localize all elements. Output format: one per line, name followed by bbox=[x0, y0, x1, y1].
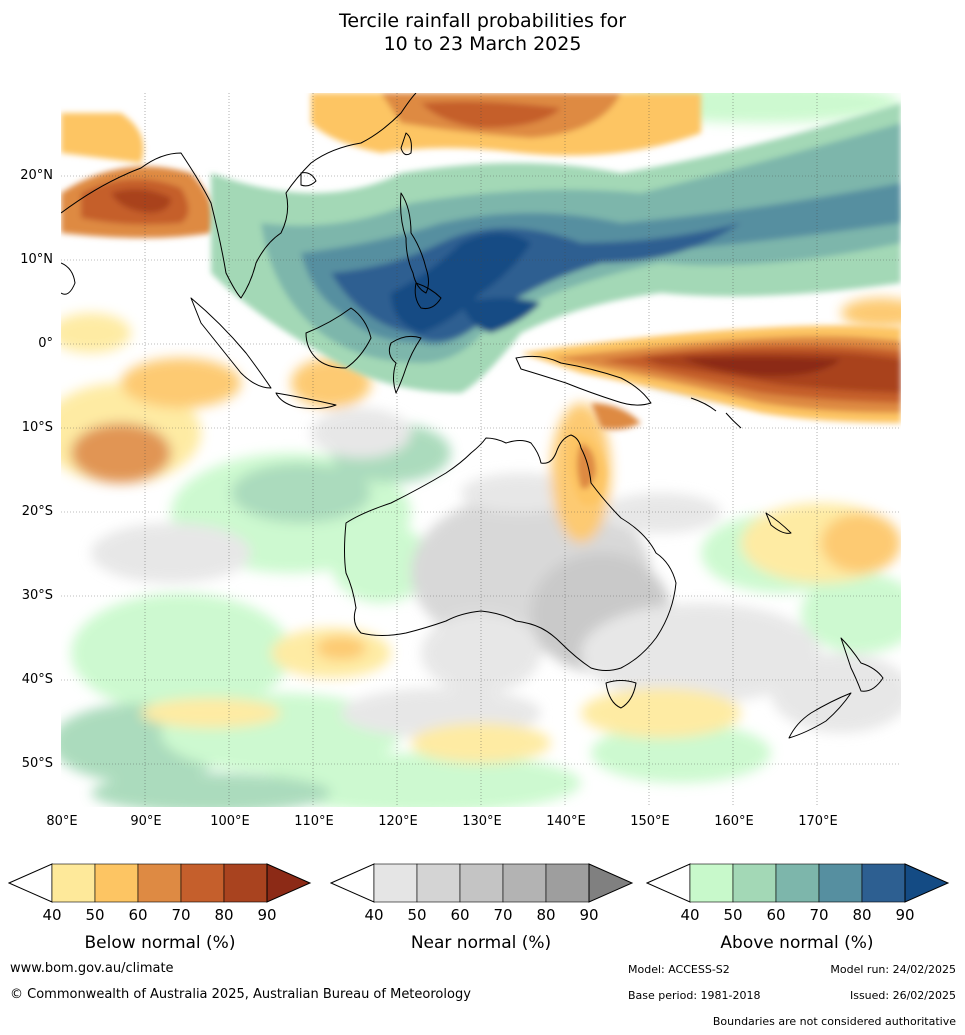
below-tick-40: 40 bbox=[42, 906, 62, 924]
colorbar-below-swatch-4 bbox=[180, 863, 225, 903]
near-tick-70: 70 bbox=[493, 906, 513, 924]
below-tick-90: 90 bbox=[257, 906, 277, 924]
map-canvas bbox=[61, 93, 901, 807]
tasmania-coastline bbox=[605, 680, 637, 709]
near-tick-50: 50 bbox=[407, 906, 427, 924]
borneo-coastline bbox=[305, 307, 372, 369]
colorbar-below-swatch-3 bbox=[137, 863, 182, 903]
nz-north-coastline bbox=[840, 637, 884, 692]
colorbar-below-swatch-5 bbox=[223, 863, 268, 903]
above-tick-70: 70 bbox=[809, 906, 829, 924]
lon-label-110e: 110°E bbox=[294, 814, 334, 829]
colorbar-above-swatch-4 bbox=[818, 863, 863, 903]
sulawesi-coastline bbox=[388, 335, 422, 394]
colorbar-below-swatch-6 bbox=[266, 863, 312, 903]
colorbar-above-swatch-3 bbox=[775, 863, 820, 903]
lat-label-40s: 40°S bbox=[21, 672, 53, 687]
java-coastline bbox=[275, 392, 337, 410]
base-period-text: Base period: 1981-2018 bbox=[628, 989, 761, 1002]
lat-label-10s: 10°S bbox=[21, 420, 53, 435]
near-tick-90: 90 bbox=[579, 906, 599, 924]
legend-title-above: Above normal (%) bbox=[720, 933, 874, 953]
graticule bbox=[61, 93, 901, 807]
colorbar-above-swatch-2 bbox=[732, 863, 777, 903]
lon-label-130e: 130°E bbox=[462, 814, 502, 829]
legend-title-below: Below normal (%) bbox=[84, 933, 236, 953]
legend-near-normal bbox=[329, 860, 634, 910]
lon-label-150e: 150°E bbox=[630, 814, 670, 829]
near-tick-80: 80 bbox=[536, 906, 556, 924]
rainfall-probability-map bbox=[61, 93, 901, 807]
above-tick-40: 40 bbox=[680, 906, 700, 924]
colorbar-near-swatch-2 bbox=[416, 863, 461, 903]
legend-title-near: Near normal (%) bbox=[410, 933, 552, 953]
below-tick-60: 60 bbox=[128, 906, 148, 924]
disclaimer-text: Boundaries are not considered authoritat… bbox=[712, 1015, 956, 1028]
website-link[interactable]: www.bom.gov.au/climate bbox=[10, 961, 174, 976]
colorbar-below-normal bbox=[7, 863, 312, 903]
asia-mainland-coastline bbox=[61, 93, 417, 299]
sumatra-coastline bbox=[190, 297, 272, 389]
colorbar-below-swatch-2 bbox=[94, 863, 139, 903]
colorbar-above-swatch-5 bbox=[861, 863, 906, 903]
lat-label-50s: 50°S bbox=[21, 756, 53, 771]
model-text: Model: ACCESS-S2 bbox=[628, 963, 730, 976]
colorbar-near-swatch-1 bbox=[373, 863, 418, 903]
colorbar-below-swatch-0 bbox=[7, 863, 53, 903]
title-line-1: Tercile rainfall probabilities for bbox=[338, 10, 627, 32]
colorbar-near-swatch-5 bbox=[545, 863, 590, 903]
colorbar-above-swatch-6 bbox=[904, 863, 950, 903]
near-tick-40: 40 bbox=[364, 906, 384, 924]
lon-label-80e: 80°E bbox=[46, 814, 78, 829]
lat-label-0: 0° bbox=[38, 336, 53, 351]
taiwan-coastline bbox=[400, 132, 412, 156]
lat-label-10n: 10°N bbox=[20, 252, 53, 267]
copyright-text: © Commonwealth of Australia 2025, Austra… bbox=[10, 987, 471, 1002]
above-tick-90: 90 bbox=[895, 906, 915, 924]
below-tick-50: 50 bbox=[85, 906, 105, 924]
colorbar-near-swatch-3 bbox=[459, 863, 504, 903]
below-tick-70: 70 bbox=[171, 906, 191, 924]
lon-label-90e: 90°E bbox=[130, 814, 162, 829]
lon-label-100e: 100°E bbox=[210, 814, 250, 829]
issued-text: Issued: 26/02/2025 bbox=[849, 989, 956, 1002]
lon-label-140e: 140°E bbox=[546, 814, 586, 829]
colorbar-below-swatch-1 bbox=[51, 863, 96, 903]
lon-label-120e: 120°E bbox=[378, 814, 418, 829]
above-tick-50: 50 bbox=[723, 906, 743, 924]
hainan-coastline bbox=[300, 172, 317, 187]
probability-field bbox=[61, 93, 901, 807]
sri-lanka-coastline bbox=[61, 262, 76, 295]
title-line-2: 10 to 23 March 2025 bbox=[383, 33, 582, 55]
colorbar-near-swatch-0 bbox=[329, 863, 375, 903]
colorbar-above-swatch-0 bbox=[645, 863, 691, 903]
coastlines bbox=[61, 93, 884, 739]
lon-label-160e: 160°E bbox=[714, 814, 754, 829]
solomon-islands-coastline bbox=[690, 397, 717, 412]
model-run-text: Model run: 24/02/2025 bbox=[830, 963, 956, 976]
nz-south-coastline bbox=[788, 692, 852, 739]
mindanao-coastline bbox=[414, 282, 442, 309]
lon-label-170e: 170°E bbox=[798, 814, 838, 829]
near-tick-60: 60 bbox=[450, 906, 470, 924]
legend-above-normal bbox=[645, 860, 950, 910]
australia-coastline bbox=[344, 434, 677, 671]
philippines-coastline bbox=[400, 192, 429, 294]
colorbar-near-normal bbox=[329, 863, 634, 903]
new-guinea-coastline bbox=[515, 355, 652, 406]
above-tick-80: 80 bbox=[852, 906, 872, 924]
above-tick-60: 60 bbox=[766, 906, 786, 924]
lat-label-30s: 30°S bbox=[21, 588, 53, 603]
legend-below-normal bbox=[7, 860, 312, 910]
new-caledonia-coastline bbox=[765, 512, 792, 534]
colorbar-above-normal bbox=[645, 863, 950, 903]
lat-label-20s: 20°S bbox=[21, 504, 53, 519]
colorbar-near-swatch-4 bbox=[502, 863, 547, 903]
colorbar-near-swatch-6 bbox=[588, 863, 634, 903]
lat-label-20n: 20°N bbox=[20, 168, 53, 183]
below-tick-80: 80 bbox=[214, 906, 234, 924]
colorbar-above-swatch-1 bbox=[689, 863, 734, 903]
map-title: Tercile rainfall probabilities for 10 to… bbox=[0, 10, 965, 56]
